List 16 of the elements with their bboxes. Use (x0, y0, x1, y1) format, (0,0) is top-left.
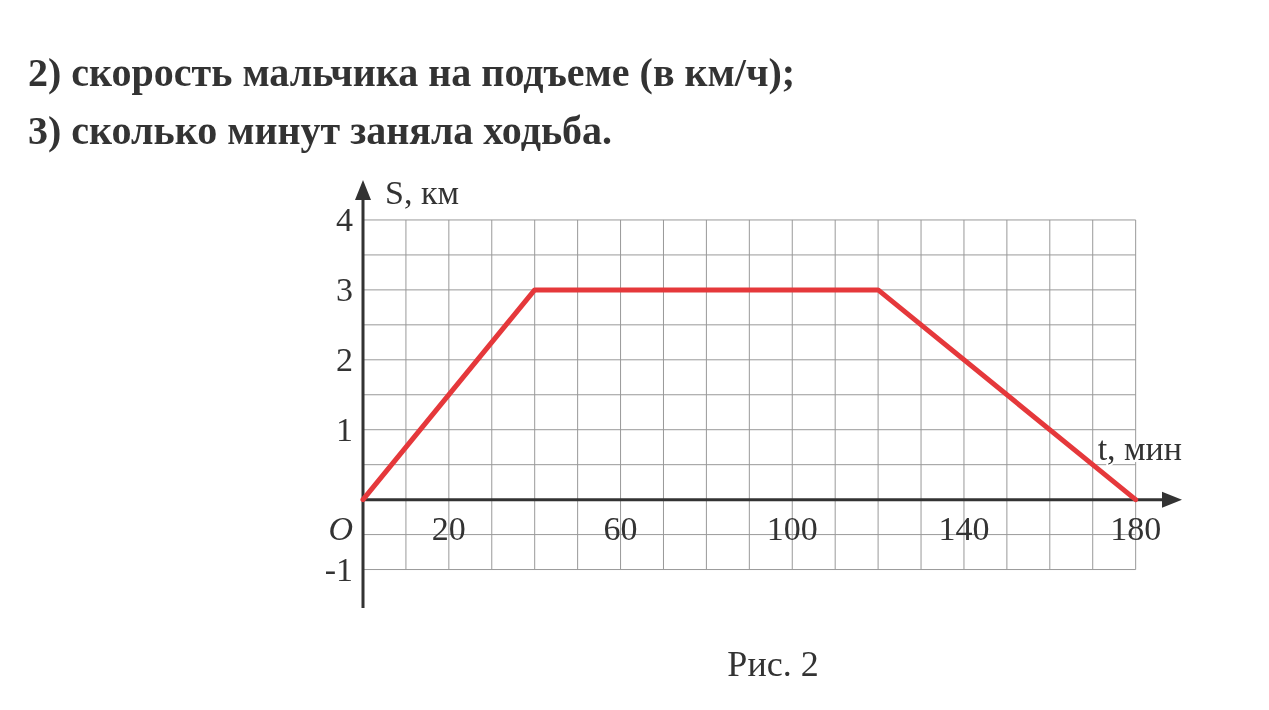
x-tick-label: 100 (766, 509, 818, 547)
x-tick-label: 60 (603, 509, 638, 547)
y-tick-label: 1 (336, 410, 353, 448)
y-tick-label: 4 (336, 200, 353, 238)
y-axis-title: S, км (385, 174, 459, 211)
y-tick-label: -1 (324, 550, 353, 588)
chart-subtitle: 3) сколько минут заняла ходьба. (28, 108, 613, 153)
text: Рис. 2 (727, 644, 819, 684)
y-tick-label: 2 (336, 340, 353, 378)
y-tick-label: 3 (336, 270, 353, 308)
x-tick-label: 180 (1110, 509, 1162, 547)
chart-title: 2) скорость мальчика на подъеме (в км/ч); (28, 50, 796, 95)
annotation: O (328, 509, 353, 547)
x-tick-label: 140 (938, 509, 990, 547)
x-axis-title: t, мин (1097, 429, 1182, 467)
x-tick-label: 20 (431, 509, 466, 547)
